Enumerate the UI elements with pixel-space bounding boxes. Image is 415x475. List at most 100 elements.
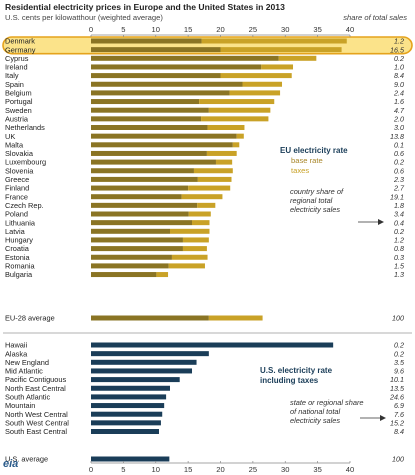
eu-tax-bar (242, 81, 283, 87)
eu-base-bar (91, 133, 237, 139)
us-row-label: Pacific Contiguous (5, 375, 67, 384)
eu-base-bar (91, 73, 221, 79)
us-row-label: South West Central (5, 418, 69, 427)
us-row-label: New England (5, 358, 49, 367)
us-rate-bar (91, 368, 193, 374)
eu-row-label: Luxembourg (5, 158, 46, 167)
eu-base-bar (91, 55, 279, 61)
eu-row-label: Romania (5, 262, 35, 271)
bottom-tick-label: 10 (152, 465, 160, 474)
us-legend-title: U.S. electricity rate (260, 366, 333, 375)
us-share-label: 7.6 (394, 410, 404, 419)
eu-tax-bar (220, 73, 292, 79)
eu-row-label: France (5, 192, 28, 201)
eu-tax-bar (156, 272, 169, 278)
eu-share-label: 1.8 (394, 201, 404, 210)
eu-row-label: Austria (5, 114, 29, 123)
eu-base-bar (91, 99, 200, 105)
eu-base-bar (91, 176, 198, 182)
eu-share-label: 0.2 (394, 158, 404, 167)
eu-share-label: 0.3 (394, 253, 404, 262)
bottom-tick-label: 30 (281, 465, 289, 474)
bottom-tick-label: 40 (346, 465, 354, 474)
us-rate-bar (91, 403, 165, 409)
us-rate-bar (91, 429, 159, 434)
eu-share-label: 2.4 (393, 89, 404, 98)
us-share-label: 6.9 (394, 401, 404, 410)
eu-base-bar (91, 194, 182, 200)
top-tick-label: 15 (184, 25, 192, 34)
us-share-label: 10.1 (390, 375, 404, 384)
eu-share-label: 0.6 (394, 166, 404, 175)
eu-tax-bar (207, 125, 245, 130)
eu-legend-note-line: country share of (290, 187, 344, 196)
eia-logo: eia (3, 458, 19, 470)
eu-tax-bar (171, 254, 208, 260)
eu-row-label: Greece (5, 175, 29, 184)
eu-row-label: Estonia (5, 253, 31, 262)
eu-tax-bar (229, 90, 281, 96)
eu-row-label: Bulgaria (5, 270, 33, 279)
eu-share-label: 4.7 (394, 106, 405, 115)
eu-tax-bar (197, 202, 216, 208)
us-share-label: 0.2 (394, 341, 404, 350)
eu-tax-bar (278, 55, 317, 61)
us-legend-title: including taxes (260, 376, 319, 385)
us-rate-bar (91, 411, 163, 417)
bottom-tick-label: 0 (89, 465, 93, 474)
eu-row-label: Sweden (5, 106, 32, 115)
top-tick-label: 5 (121, 25, 125, 34)
eu-tax-bar (261, 64, 294, 70)
eu-tax-bar (208, 315, 263, 321)
eu-row-label: Netherlands (5, 123, 45, 132)
eu-share-label: 2.7 (393, 184, 405, 193)
us-rate-bar (91, 394, 167, 400)
top-tick-label: 20 (216, 25, 224, 34)
eu-tax-bar (206, 150, 237, 156)
eu-share-label: 19.1 (390, 192, 404, 201)
eu-share-label: 100 (392, 314, 404, 323)
eu-row-label: Cyprus (5, 54, 29, 63)
eu-base-bar (91, 246, 183, 252)
eu-row-label: Poland (5, 210, 28, 219)
eu-row-label: Finland (5, 184, 29, 193)
eu-tax-bar (215, 159, 233, 165)
eu-base-bar (91, 211, 189, 217)
us-share-label: 0.2 (394, 349, 404, 358)
eu-share-label: 2.3 (393, 175, 404, 184)
eu-share-label: 0.6 (394, 149, 404, 158)
eu-share-label: 3.0 (394, 123, 404, 132)
us-legend-note-line: of national total (290, 407, 340, 416)
eu-row-label: Slovenia (5, 166, 34, 175)
eu-row-label: Belgium (5, 89, 32, 98)
eu-tax-bar (192, 220, 210, 226)
top-tick-label: 25 (249, 25, 257, 34)
us-row-label: U.S. average (5, 455, 48, 464)
eu-row-label: Croatia (5, 244, 30, 253)
eu-share-label: 1.0 (394, 63, 404, 72)
eu-tax-bar (201, 116, 269, 122)
eu-share-label: 0.4 (394, 218, 404, 227)
eu-tax-bar (201, 38, 347, 44)
eu-legend-taxes: taxes (291, 166, 309, 175)
us-rate-bar (91, 420, 161, 426)
eu-tax-bar (199, 99, 275, 105)
us-row-label: Alaska (5, 349, 28, 358)
eu-share-label: 0.1 (394, 140, 404, 149)
eu-base-bar (91, 90, 230, 96)
bottom-tick-label: 5 (121, 465, 125, 474)
eu-base-bar (91, 185, 189, 191)
eu-row-label: Malta (5, 140, 24, 149)
eu-row-label: Lithuania (5, 218, 36, 227)
eu-tax-bar (182, 237, 209, 243)
eu-base-bar (91, 168, 194, 174)
bottom-tick-label: 35 (313, 465, 321, 474)
eu-tax-bar (169, 228, 210, 234)
eu-note-arrowhead (378, 219, 384, 225)
us-note-arrowhead (380, 415, 386, 421)
eu-row-label: Denmark (5, 37, 35, 46)
top-tick-label: 40 (346, 25, 354, 34)
eu-base-bar (91, 220, 193, 226)
eu-share-label: 1.5 (394, 262, 405, 271)
